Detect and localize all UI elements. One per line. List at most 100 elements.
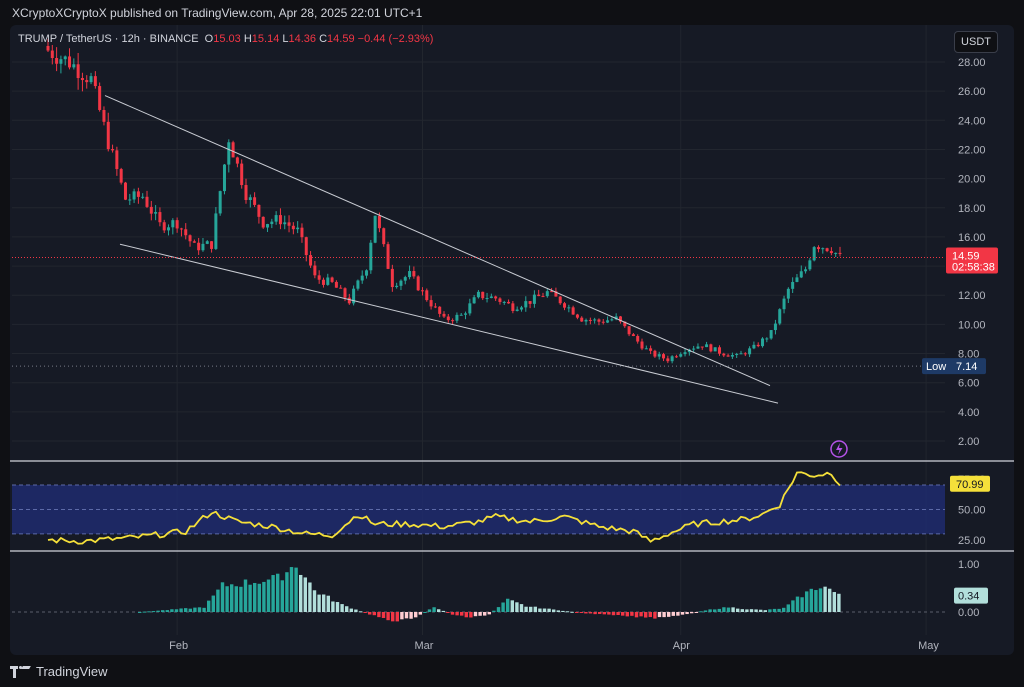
- candle-body: [816, 247, 820, 250]
- candle-body: [455, 314, 459, 321]
- hist-bar: [575, 612, 579, 613]
- price-tick-label: 20.00: [958, 174, 986, 186]
- candle-body: [623, 321, 627, 327]
- candle-body: [197, 242, 201, 251]
- candle-body: [231, 142, 235, 158]
- symbol-pair[interactable]: TRUMP / TetherUS · 12h · BINANCE: [18, 33, 199, 45]
- candle-body: [85, 80, 89, 83]
- hist-bar: [768, 609, 772, 612]
- candle-body: [158, 212, 162, 223]
- lower-trendline: [119, 243, 779, 404]
- candle-body: [339, 287, 343, 289]
- tradingview-logo-icon: [10, 665, 31, 678]
- hist-bar: [726, 607, 731, 612]
- price-tick-label: 8.00: [958, 349, 979, 361]
- candle-body: [451, 320, 455, 322]
- candle-body: [309, 255, 313, 266]
- hist-bar: [179, 608, 183, 612]
- price-tick-label: 16.00: [958, 232, 986, 244]
- candle-body: [248, 197, 252, 200]
- last-price-badge: [946, 247, 998, 274]
- hist-tick-label: 0.00: [958, 607, 979, 619]
- hist-bar: [529, 606, 533, 612]
- candle-body: [489, 296, 493, 299]
- candle-body: [709, 344, 713, 352]
- close-value: 14.59: [327, 33, 355, 45]
- candle-body: [795, 277, 799, 282]
- currency-button[interactable]: USDT: [954, 31, 998, 53]
- candle-body: [227, 142, 231, 165]
- hist-bar: [294, 567, 298, 612]
- candle-body: [283, 222, 287, 225]
- candle-body: [786, 288, 790, 299]
- candle-body: [403, 277, 407, 281]
- candle-body: [59, 59, 63, 64]
- candle-body: [554, 291, 558, 297]
- candle-body: [425, 290, 429, 301]
- candle-body: [222, 164, 226, 192]
- candle-body: [291, 225, 295, 230]
- candle-body: [270, 221, 274, 225]
- hist-bar: [519, 604, 524, 612]
- hist-bar: [579, 612, 583, 613]
- hist-bar: [317, 594, 321, 612]
- candle-body: [834, 252, 838, 254]
- price-tick-label: 24.00: [958, 115, 986, 127]
- candle-body: [412, 271, 416, 277]
- hist-bar: [450, 612, 455, 615]
- candle-body: [356, 280, 360, 289]
- candle-body: [515, 309, 519, 311]
- candle-body: [717, 347, 721, 354]
- candle-body: [46, 45, 50, 51]
- candle-body: [304, 237, 308, 256]
- candle-body: [662, 354, 666, 359]
- hist-bar: [299, 574, 303, 612]
- hist-bar: [828, 588, 832, 612]
- hist-bar: [625, 612, 629, 617]
- lightning-icon[interactable]: [830, 440, 848, 458]
- hist-bar: [680, 612, 685, 615]
- candle-body: [274, 215, 278, 222]
- hist-bar: [671, 612, 675, 616]
- candle-body: [808, 260, 812, 270]
- price-tick-label: 10.00: [958, 319, 986, 331]
- lightning-glyph: [836, 443, 843, 455]
- candle-body: [507, 301, 511, 304]
- candle-body: [188, 235, 192, 242]
- hist-bar: [280, 580, 284, 612]
- candle-body: [627, 326, 631, 335]
- candle-body: [524, 301, 528, 308]
- footer-brand[interactable]: TradingView: [10, 664, 108, 679]
- chart-panel[interactable]: 28.0026.0024.0022.0020.0018.0016.0014.00…: [10, 25, 1014, 655]
- candle-body: [136, 191, 140, 197]
- candle-body: [713, 347, 717, 352]
- hist-bar: [653, 612, 657, 619]
- hist-bar: [391, 612, 395, 622]
- hist-bar: [358, 611, 363, 613]
- candle-body: [317, 275, 321, 280]
- low-label: L: [282, 33, 289, 45]
- candle-body: [765, 338, 769, 340]
- hist-bar: [630, 612, 634, 616]
- candle-body: [154, 212, 158, 214]
- hist-bar: [446, 612, 450, 613]
- hist-bar: [736, 608, 740, 612]
- candle-body: [278, 215, 282, 225]
- hist-bar: [510, 600, 514, 612]
- hist-bar: [823, 586, 827, 612]
- candle-body: [575, 314, 579, 318]
- symbol-info-line: TRUMP / TetherUS · 12h · BINANCE O15.03 …: [18, 33, 433, 45]
- hist-bar: [478, 612, 482, 616]
- footer-brand-text: TradingView: [36, 664, 108, 679]
- hist-bar: [717, 608, 721, 612]
- hist-bar: [556, 610, 560, 612]
- hist-bar: [598, 612, 602, 614]
- hist-bar: [423, 612, 427, 613]
- open-label: O: [204, 33, 214, 45]
- chart-canvas[interactable]: 28.0026.0024.0022.0020.0018.0016.0014.00…: [10, 25, 1014, 655]
- hist-bar: [372, 612, 376, 616]
- high-value: 15.14: [251, 33, 280, 45]
- hist-bar: [611, 612, 616, 616]
- candle-body: [205, 241, 209, 244]
- hist-bar: [248, 584, 252, 612]
